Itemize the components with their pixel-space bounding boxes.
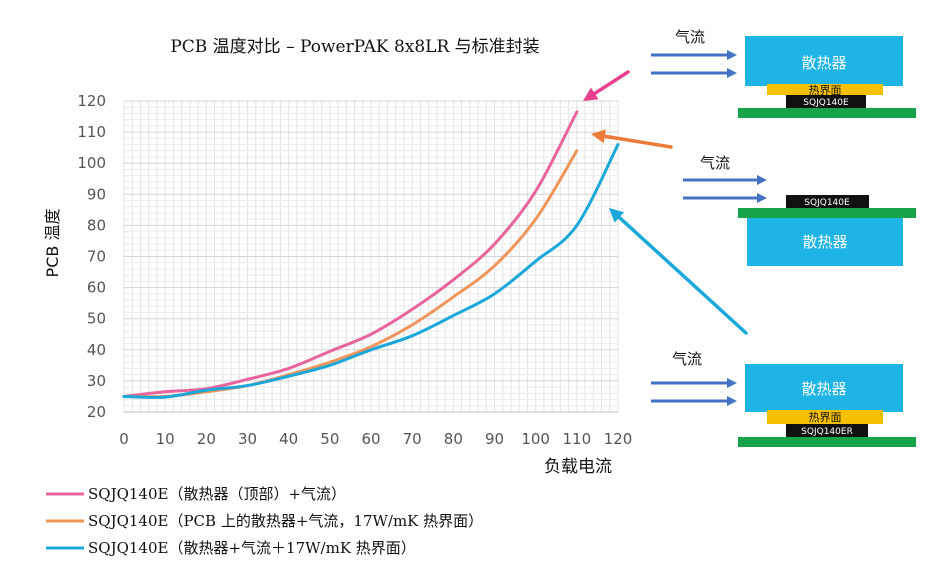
airflow-arrow-icon (683, 193, 767, 203)
tim-label: 热界面 (809, 411, 842, 424)
pcb-board (738, 208, 916, 218)
y-tick-label: 80 (87, 216, 106, 234)
x-tick-label: 70 (403, 430, 422, 448)
x-tick-label: 50 (320, 430, 339, 448)
diagram-config-1: 气流 散热器 热界面 SQJQ140E (651, 28, 916, 118)
chip-label: SQJQ140E (804, 198, 850, 208)
pointer-arrow-icon (591, 129, 673, 149)
legend-label: SQJQ140E（散热器（顶部）+气流） (88, 485, 346, 503)
legend-label: SQJQ140E（散热器+气流＋17W/mK 热界面） (88, 539, 416, 557)
tim-label: 热界面 (809, 84, 842, 97)
x-tick-label: 90 (485, 430, 504, 448)
y-tick-label: 40 (87, 341, 106, 359)
chip-label: SQJQ140ER (801, 427, 853, 437)
heatsink-block (745, 364, 903, 412)
chip-label: SQJQ140E (803, 98, 849, 108)
pointer-arrow-icon (609, 208, 748, 335)
x-tick-label: 0 (119, 430, 129, 448)
pcb-board (738, 437, 916, 447)
y-tick-label: 70 (87, 248, 106, 266)
airflow-label: 气流 (672, 350, 702, 368)
x-tick-label: 20 (197, 430, 216, 448)
pcb-board (738, 108, 916, 118)
airflow-arrow-icon (651, 396, 737, 406)
x-tick-label: 100 (521, 430, 550, 448)
y-tick-label: 110 (77, 123, 106, 141)
airflow-label: 气流 (675, 28, 705, 46)
heatsink-block (745, 36, 903, 86)
airflow-arrow-icon (651, 50, 737, 60)
y-axis-title: PCB 温度 (43, 209, 62, 278)
plot-grid (123, 100, 619, 413)
plot-axes: 0 10 20 30 40 50 60 70 80 90 100 110 120 20 30 40 50 60 70… (77, 92, 632, 448)
pointer-arrow-icon (583, 70, 630, 101)
x-tick-label: 40 (279, 430, 298, 448)
airflow-arrow-icon (651, 68, 737, 78)
heatsink-label: 散热器 (802, 233, 847, 251)
diagram-config-2: 气流 SQJQ140E 散热器 (683, 154, 916, 266)
diagram-config-3: 气流 散热器 热界面 SQJQ140ER (651, 350, 916, 447)
airflow-arrow-icon (651, 378, 737, 388)
y-tick-label: 30 (87, 372, 106, 390)
chip (786, 95, 866, 108)
y-tick-label: 50 (87, 310, 106, 328)
tim-layer (767, 84, 883, 95)
x-tick-label: 10 (156, 430, 175, 448)
heatsink-label: 散热器 (801, 380, 846, 398)
heatsink-label: 散热器 (801, 54, 846, 72)
x-tick-label: 120 (604, 430, 633, 448)
chart-title: PCB 温度对比 – PowerPAK 8x8LR 与标准封装 (170, 37, 539, 57)
x-tick-label: 60 (361, 430, 380, 448)
plot-series (122, 110, 620, 399)
x-tick-label: 30 (238, 430, 257, 448)
chip (786, 195, 869, 208)
y-tick-label: 60 (87, 279, 106, 297)
airflow-label: 气流 (700, 154, 730, 172)
airflow-arrow-icon (683, 175, 767, 185)
chip (786, 424, 868, 437)
legend-label: SQJQ140E（PCB 上的散热器+气流，17W/mK 热界面） (88, 512, 483, 530)
y-tick-label: 90 (87, 185, 106, 203)
x-tick-label: 80 (444, 430, 463, 448)
series-line-3 (122, 143, 620, 399)
x-tick-label: 110 (563, 430, 592, 448)
heatsink-block (747, 218, 903, 266)
y-tick-label: 20 (87, 403, 106, 421)
legend: SQJQ140E（散热器（顶部）+气流） SQJQ140E（PCB 上的散热器+气… (46, 485, 483, 557)
y-tick-label: 100 (77, 154, 106, 172)
x-axis-title: 负载电流 (544, 457, 612, 477)
pointer-arrows (583, 70, 748, 335)
y-tick-label: 120 (77, 92, 106, 110)
tim-layer (767, 410, 883, 424)
series-line-1 (122, 110, 579, 398)
